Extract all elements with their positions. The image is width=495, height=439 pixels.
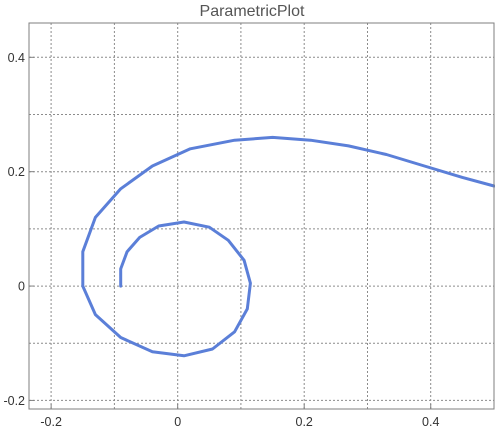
y-tick-label-3: 0.4 [8,51,25,65]
x-tick-label-2: 0.2 [296,415,313,429]
x-tick-label-3: 0.4 [422,415,439,429]
y-tick-label-2: 0.2 [8,165,25,179]
y-tick-label-0: -0.2 [3,394,25,408]
plot-frame [28,22,495,410]
series-layer [81,135,495,358]
series-curve-0 [81,135,495,358]
y-tick-label-1: 0 [18,280,25,294]
chart-title: ParametricPlot [200,3,305,20]
axis-ticks: -0.2 0 0.2 0.4 -0.2 0 0.2 0.4 [3,51,439,429]
plot-frame-rect [28,22,495,410]
x-tick-label-0: -0.2 [40,415,62,429]
x-tick-label-1: 0 [174,415,181,429]
grid-layer [29,23,494,409]
